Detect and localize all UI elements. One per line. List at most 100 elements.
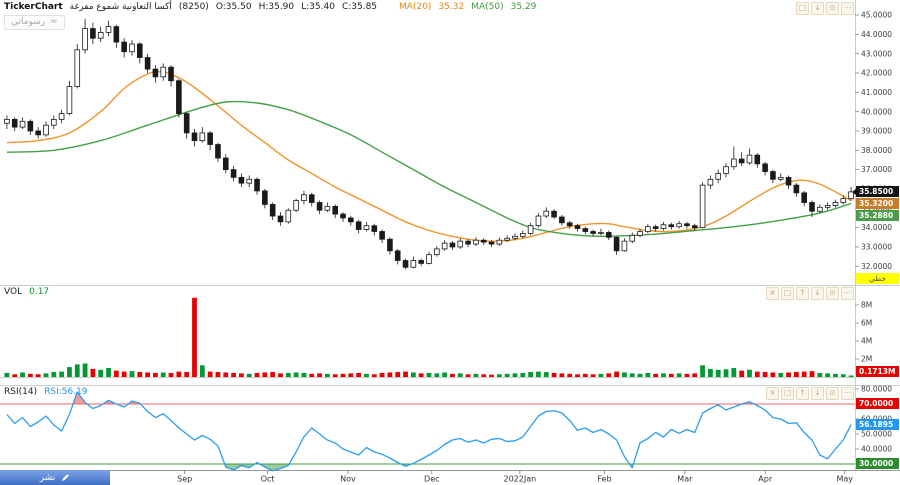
main-more-icon[interactable]: ⋯ [841,2,854,15]
main-settings-icon[interactable]: ⊙ [826,2,839,15]
volume-bar [317,373,322,377]
volume-bar [246,373,252,377]
ma50-label: MA(50) [471,2,504,12]
candle-body [4,118,10,124]
candle-body [551,210,557,218]
volume-bar [371,374,377,377]
volume-maximize-icon[interactable]: □ [781,287,794,300]
volume-bar [293,372,299,377]
rsi-axis-label: 50.0000 [861,430,892,439]
volume-bar [278,373,283,377]
month-label: Apr [758,475,773,484]
candle-body [183,113,190,134]
rsi-line [6,391,852,472]
volume-bar [801,371,807,377]
instrument-code: (8250) [178,2,209,12]
price-axis-label: 34.0000 [861,223,892,232]
high-value: H:35.90 [258,2,295,12]
price-axis-label: 40.0000 [861,107,892,116]
candle-body [527,225,534,234]
my-drawings-button[interactable]: رسوماتي ≈ [4,15,65,30]
rsi-panel-toolbar: × □ ↑ ↓ ⊙ ⋯ [766,387,854,400]
volume-bar [51,372,57,377]
rsi-value: RSI:56.19 [44,387,88,397]
volume-move-up-icon[interactable]: ↑ [796,287,809,300]
volume-bar [715,369,721,377]
volume-bar [129,371,135,377]
rsi-move-down-icon[interactable]: ↓ [811,387,824,400]
last-price-tag: 35.8500 [852,186,899,197]
candle-body [598,232,604,234]
volume-bar [645,372,651,377]
low-value: L:35.40 [301,2,335,12]
volume-value: 0.17 [29,287,50,297]
volume-bar [285,372,291,377]
month-label: May [836,475,853,484]
volume-bar [426,372,432,377]
candle-body [394,250,401,261]
candle-body [801,192,807,203]
rsi-current-tag: 56.1895 [856,419,899,430]
price-axis-label: 42.0000 [861,69,892,78]
volume-bar [309,373,315,377]
volume-bar [754,371,760,377]
volume-bar [340,373,346,377]
rsi-move-up-icon[interactable]: ↑ [796,387,809,400]
publish-button[interactable]: نشر [0,470,110,485]
candle-body [605,232,612,238]
candle-body [488,241,495,245]
volume-bar [4,372,10,377]
volume-bar [403,371,408,377]
volume-bar [98,369,104,377]
ma20-label: MA(20) [399,2,432,12]
candle-body [301,194,307,201]
volume-bar [833,373,838,377]
volume-bar [739,370,745,377]
volume-bar [113,370,119,377]
rsi-settings-icon[interactable]: ⊙ [826,387,839,400]
main-maximize-icon[interactable]: □ [796,2,809,15]
volume-axis-label: 6M [861,319,872,328]
volume-bar [496,374,502,377]
volume-settings-icon[interactable]: ⊙ [826,287,839,300]
volume-bar [840,374,846,377]
candle-body [238,176,245,184]
candle-body [176,80,182,114]
volume-bar [332,374,338,377]
candle-body [121,41,127,53]
volume-bar [614,371,619,377]
candle-body [637,231,643,236]
candle-body [152,68,159,78]
volume-bar [27,373,33,377]
candle-body [66,86,73,114]
volume-bar [629,373,635,377]
main-collapse-icon[interactable]: ↓ [811,2,824,15]
volume-bar [121,371,127,377]
volume-label: VOL [4,287,23,297]
volume-move-down-icon[interactable]: ↓ [811,287,824,300]
price-axis-label: 33.0000 [861,243,892,252]
candle-body [496,239,503,245]
pencil-icon [62,474,70,481]
volume-bar [778,372,784,377]
candle-body [168,66,174,82]
candle-body [848,191,854,200]
candle-body [504,237,510,241]
volume-bar [239,373,244,377]
candle-body [434,248,440,256]
volume-bar [731,368,737,377]
rsi-more-icon[interactable]: ⋯ [841,387,854,400]
volume-more-icon[interactable]: ⋯ [841,287,854,300]
candle-body [590,231,596,234]
candle-body [817,206,823,212]
price-axis-label: 45.0000 [861,11,892,20]
rsi-maximize-icon[interactable]: □ [781,387,794,400]
candle-body [371,225,378,232]
volume-bar [176,371,182,377]
scale-type-tag[interactable]: خطي [856,273,899,284]
candle-body [449,242,456,248]
rsi-close-icon[interactable]: × [766,387,779,400]
candle-body [308,194,315,203]
volume-close-icon[interactable]: × [766,287,779,300]
rsi-panel-header: RSI(14) RSI:56.19 [4,387,88,397]
